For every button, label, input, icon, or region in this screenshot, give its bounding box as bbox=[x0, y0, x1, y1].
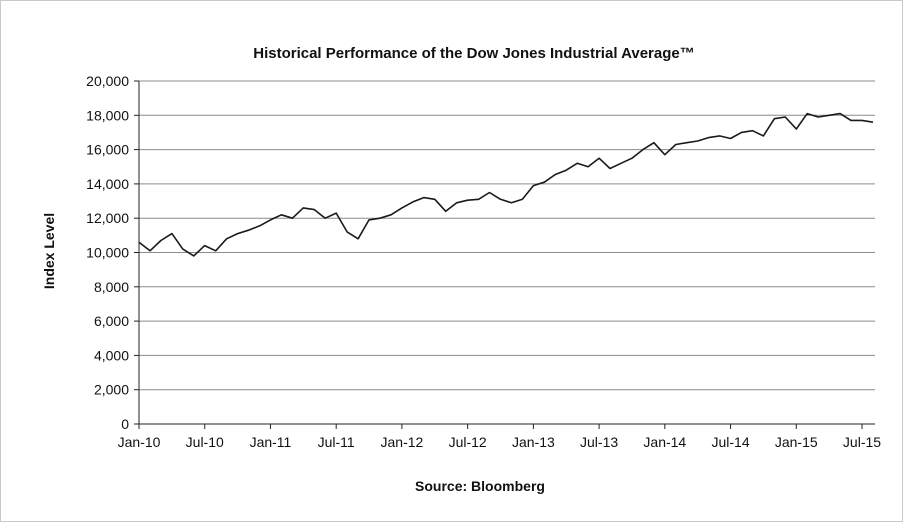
x-tick-label: Jul-11 bbox=[318, 434, 355, 450]
x-tick-label: Jan-14 bbox=[643, 434, 686, 450]
axes bbox=[134, 80, 875, 429]
y-tick-label: 16,000 bbox=[86, 142, 129, 158]
y-tick-label: 8,000 bbox=[94, 279, 129, 295]
x-axis-tick-labels: Jan-10 Jul-10 Jan-11 Jul-11 Jan-12 Jul-12 Jan-… bbox=[118, 434, 882, 450]
x-tick-label: Jul-10 bbox=[186, 434, 224, 450]
x-tick-label: Jul-13 bbox=[580, 434, 618, 450]
x-tick-label: Jul-15 bbox=[843, 434, 881, 450]
x-tick-label: Jan-11 bbox=[250, 434, 292, 450]
x-tick-label: Jul-12 bbox=[449, 434, 487, 450]
y-tick-label: 20,000 bbox=[86, 73, 129, 89]
y-tick-label: 2,000 bbox=[94, 382, 129, 398]
x-tick-label: Jan-13 bbox=[512, 434, 555, 450]
y-tick-label: 4,000 bbox=[94, 347, 129, 363]
series-layer bbox=[138, 112, 874, 257]
x-tick-label: Jan-10 bbox=[118, 434, 161, 450]
y-axis-label: Index Level bbox=[41, 213, 57, 289]
x-tick-label: Jan-15 bbox=[775, 434, 818, 450]
y-tick-label: 10,000 bbox=[86, 245, 129, 261]
y-tick-label: 0 bbox=[121, 416, 129, 432]
chart-title: Historical Performance of the Dow Jones … bbox=[253, 45, 695, 62]
y-tick-label: 12,000 bbox=[86, 210, 129, 226]
series-line-0 bbox=[138, 112, 874, 257]
gridlines bbox=[139, 80, 875, 391]
y-axis-tick-labels: 0 2,000 4,000 6,000 8,000 10,000 12,000 14,000 1… bbox=[86, 73, 129, 432]
x-tick-label: Jul-14 bbox=[711, 434, 749, 450]
y-tick-label: 14,000 bbox=[86, 176, 129, 192]
source-note: Source: Bloomberg bbox=[415, 478, 545, 494]
y-tick-label: 6,000 bbox=[94, 313, 129, 329]
x-tick-label: Jan-12 bbox=[381, 434, 424, 450]
y-tick-label: 18,000 bbox=[86, 107, 129, 123]
